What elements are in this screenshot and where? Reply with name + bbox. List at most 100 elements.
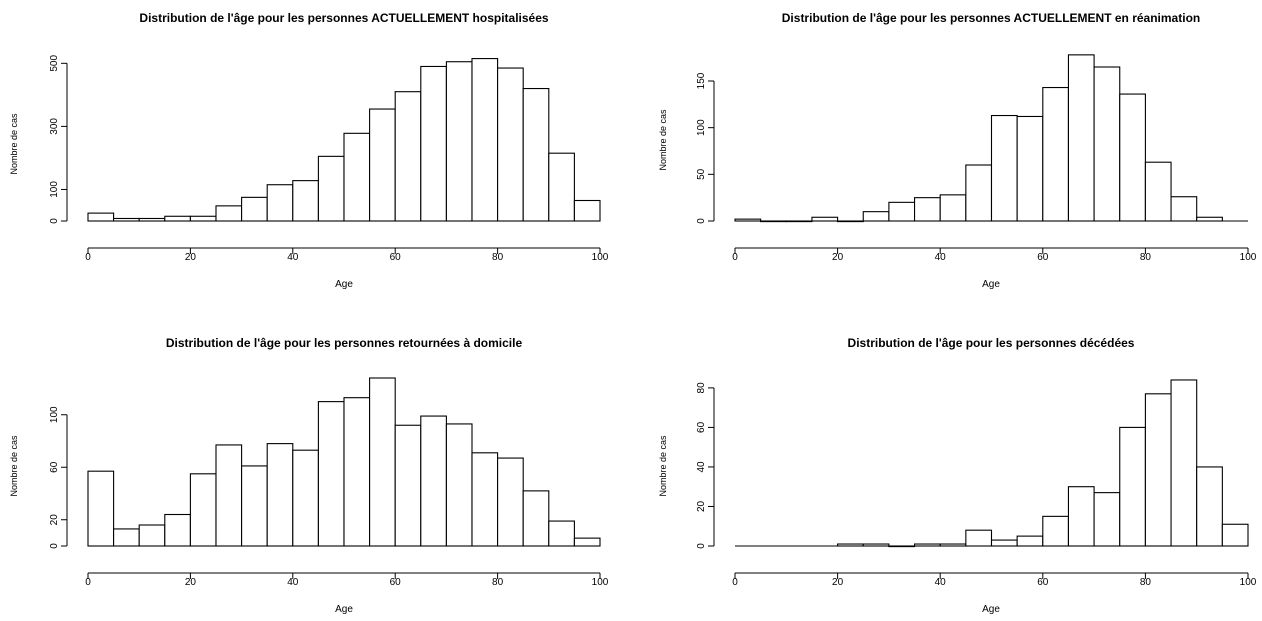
y-axis: 0 100 300 500 <box>49 55 68 224</box>
y-tick-label: 20 <box>49 514 60 526</box>
y-axis-label: Nombre de cas <box>658 435 668 497</box>
histogram-bar <box>1016 115 1044 222</box>
histogram-bar <box>1170 196 1198 222</box>
histogram-bar <box>990 114 1018 222</box>
histogram-bar <box>317 155 345 222</box>
histogram-bar <box>573 199 601 222</box>
y-tick-label: 40 <box>696 461 707 473</box>
x-tick-label: 40 <box>287 252 299 263</box>
histogram-bar <box>1067 54 1095 222</box>
histogram-bar <box>292 449 319 547</box>
histogram-bar <box>497 457 524 547</box>
y-axis: 0 20 40 60 80 <box>696 382 715 549</box>
x-tick-label: 80 <box>1140 577 1152 588</box>
y-axis: 0 50 100 150 <box>696 72 715 224</box>
histogram-bar <box>1067 486 1095 547</box>
y-axis-label: Nombre de cas <box>9 113 19 175</box>
histogram-bar <box>1170 379 1198 547</box>
histogram-bar <box>266 443 294 547</box>
histogram-bar <box>420 415 447 547</box>
histogram-bar <box>266 184 294 222</box>
bars-group <box>735 379 1249 548</box>
histogram-bar <box>369 377 396 547</box>
y-tick-label: 100 <box>49 181 60 198</box>
y-tick-label: 150 <box>696 72 707 89</box>
x-axis-label: Age <box>982 279 1000 290</box>
x-tick-label: 40 <box>935 252 947 263</box>
histogram-bar <box>1042 86 1070 222</box>
y-tick-label: 500 <box>49 55 60 72</box>
histogram-bar <box>394 424 422 547</box>
histogram-bar <box>215 444 243 547</box>
histogram-bar <box>241 465 268 547</box>
x-tick-label: 60 <box>1037 577 1049 588</box>
histogram-bar <box>1196 216 1223 222</box>
x-tick-label: 0 <box>85 252 91 263</box>
histogram-bar <box>1042 515 1070 547</box>
y-tick-label: 0 <box>696 218 707 224</box>
y-tick-label: 300 <box>49 118 60 135</box>
x-axis-label: Age <box>982 604 1000 615</box>
x-tick-label: 80 <box>492 577 504 588</box>
histogram-bar <box>497 67 524 222</box>
x-tick-label: 60 <box>390 577 402 588</box>
panel-deceased: Distribution de l'âge pour les personnes… <box>658 336 1257 615</box>
x-tick-label: 60 <box>390 252 402 263</box>
x-tick-label: 40 <box>935 577 947 588</box>
histogram-bar <box>343 132 371 222</box>
histogram-bar <box>888 201 916 222</box>
y-tick-label: 20 <box>696 500 707 512</box>
x-tick-label: 20 <box>832 252 844 263</box>
histogram-bar <box>1144 393 1172 547</box>
histogram-bar <box>1221 523 1249 547</box>
y-tick-label: 100 <box>696 119 707 136</box>
histogram-bar <box>939 194 967 222</box>
histogram-bar <box>965 164 993 222</box>
x-axis: 0 20 40 60 80 100 <box>732 247 1257 263</box>
histogram-bar <box>811 216 839 222</box>
histogram-bar <box>420 65 447 222</box>
histogram-bar <box>862 211 890 222</box>
histogram-bar <box>1093 492 1121 547</box>
histogram-bar <box>471 58 499 222</box>
x-axis-label: Age <box>335 279 353 290</box>
histogram-bar <box>445 423 473 547</box>
histogram-bar <box>164 215 191 222</box>
x-tick-label: 100 <box>1240 252 1257 263</box>
histogram-bar <box>1144 161 1172 222</box>
histogram-bar <box>87 212 115 222</box>
histogram-bar <box>138 524 166 547</box>
y-tick-label: 0 <box>696 543 707 549</box>
x-tick-label: 60 <box>1037 252 1049 263</box>
x-tick-label: 100 <box>592 252 609 263</box>
x-tick-label: 0 <box>732 577 738 588</box>
histogram-bar <box>990 539 1018 547</box>
histogram-bar <box>87 470 115 547</box>
x-tick-label: 20 <box>185 577 197 588</box>
histogram-bar <box>573 537 601 547</box>
y-tick-label: 0 <box>49 218 60 224</box>
histogram-bar <box>369 108 396 222</box>
histogram-bar <box>522 87 550 222</box>
histogram-bar <box>317 401 345 547</box>
x-tick-label: 0 <box>732 252 738 263</box>
histogram-bar <box>189 473 217 547</box>
histogram-bar <box>1119 93 1146 222</box>
histogram-bar <box>189 215 217 222</box>
y-tick-label: 60 <box>696 421 707 433</box>
histogram-bar <box>1119 426 1146 547</box>
x-tick-label: 0 <box>85 577 91 588</box>
y-axis: 0 20 60 100 <box>49 406 68 549</box>
histogram-bar <box>445 61 473 222</box>
y-tick-label: 0 <box>49 543 60 549</box>
histogram-bar <box>343 397 371 547</box>
histogram-bar <box>1016 535 1044 547</box>
panel-title: Distribution de l'âge pour les personnes… <box>166 336 523 350</box>
y-tick-label: 80 <box>696 382 707 394</box>
panel-title: Distribution de l'âge pour les personnes… <box>848 336 1135 350</box>
x-tick-label: 20 <box>832 577 844 588</box>
histogram-bar <box>292 180 319 222</box>
y-tick-label: 100 <box>49 406 60 423</box>
histogram-bar <box>113 528 140 547</box>
